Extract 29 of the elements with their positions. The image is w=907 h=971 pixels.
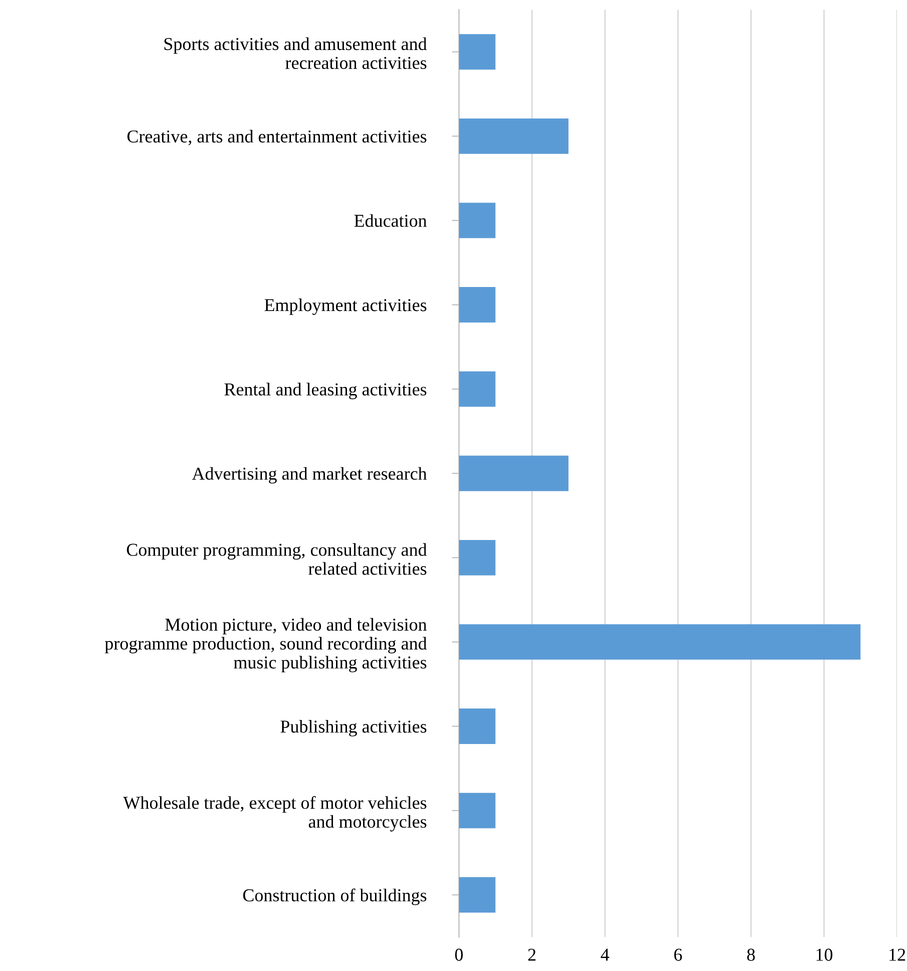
bar xyxy=(458,371,496,407)
bar xyxy=(458,540,496,576)
y-tick-label: Computer programming, consultancy and related activities xyxy=(126,543,427,575)
x-tick-label: 6 xyxy=(674,948,682,961)
bar xyxy=(458,34,496,70)
bar xyxy=(458,287,496,322)
y-tick-label: Motion picture, video and television programme production, sound recording and music publishing activities xyxy=(104,618,427,672)
y-tick-label: Employment activities xyxy=(264,298,426,315)
bar xyxy=(458,456,568,492)
x-tick-label: 2 xyxy=(528,948,536,961)
x-tick-label: 10 xyxy=(816,948,832,961)
bar xyxy=(458,877,496,913)
y-tick-label: Advertising and market research xyxy=(192,467,427,484)
y-tick-label: Construction of buildings xyxy=(243,888,426,906)
x-tick-label: 8 xyxy=(747,948,755,961)
y-tick-label: Education xyxy=(354,214,427,227)
bar xyxy=(458,792,496,828)
x-tick-label: 4 xyxy=(600,948,610,961)
bar xyxy=(458,708,496,744)
y-tick-label: Creative, arts and entertainment activities xyxy=(127,130,426,146)
y-tick-label: Sports activities and amusement and recreation activities xyxy=(164,37,427,69)
y-tick-label: Publishing activities xyxy=(280,720,426,736)
bar xyxy=(458,624,861,660)
y-tick-label: Rental and leasing activities xyxy=(224,382,426,400)
x-tick-label: 12 xyxy=(890,948,906,961)
x-tick-label: 0 xyxy=(455,948,463,961)
y-tick-label: Wholesale trade, except of motor vehicles and motorcycles xyxy=(123,796,426,832)
bar xyxy=(458,202,496,238)
bar xyxy=(458,118,568,154)
